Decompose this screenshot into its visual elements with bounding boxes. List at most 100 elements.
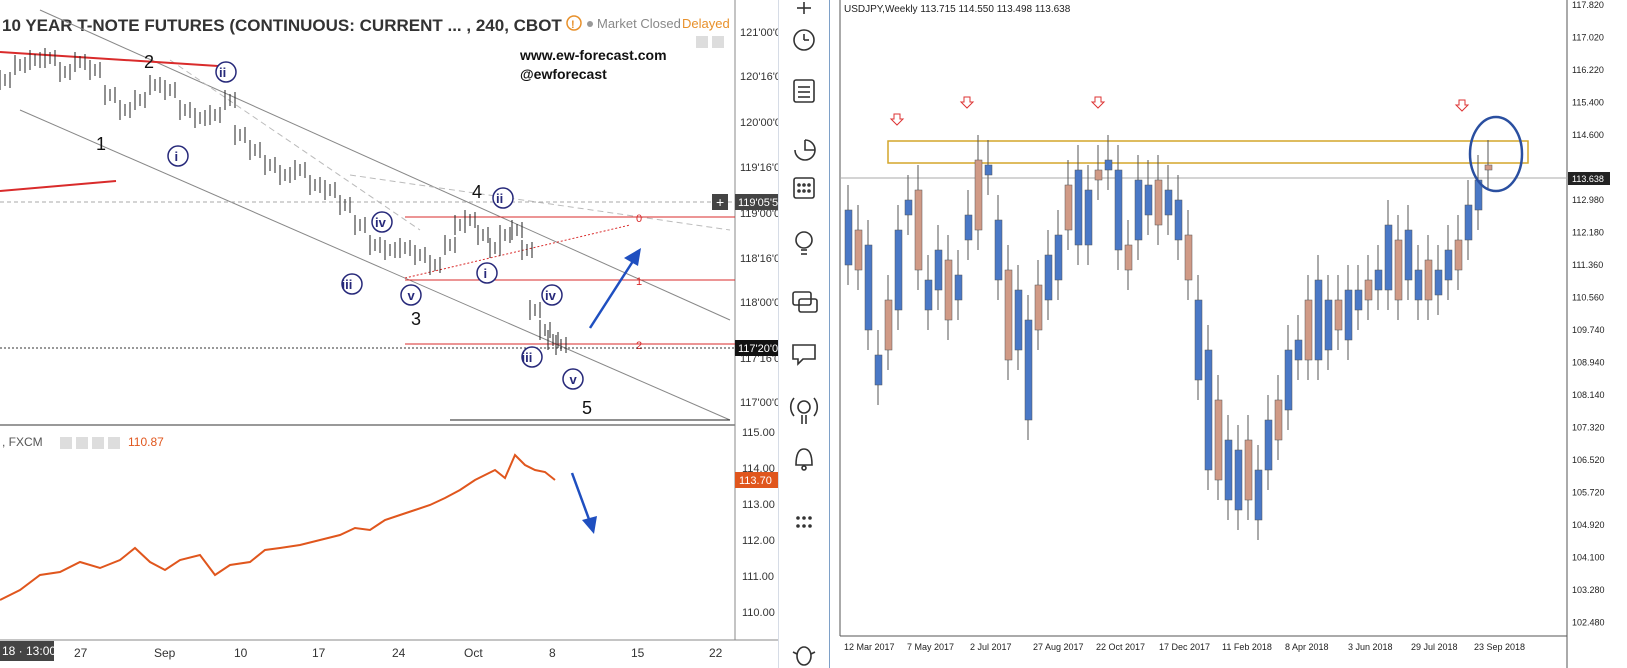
wave-circle-label-iv_b: iv	[545, 288, 557, 303]
left-time-axis: 27 Sep 10 17 24 Oct 8 15 22	[74, 646, 723, 660]
down-marker-0	[889, 113, 905, 126]
right-price-tick-16: 104.920	[1572, 520, 1605, 530]
right-price-tick-15: 105.720	[1572, 488, 1605, 498]
candle-61	[1454, 239, 1463, 271]
candle-11	[954, 274, 963, 301]
candle-26	[1104, 159, 1113, 171]
right-price-tick-13: 107.320	[1572, 423, 1605, 433]
right-current-tag: 113.638	[1568, 172, 1610, 185]
ideas-icon[interactable]	[795, 231, 813, 255]
lower-current-tag: 113.70	[735, 472, 778, 488]
candle-38	[1224, 439, 1233, 501]
down-marker-3	[1454, 99, 1470, 112]
candle-59	[1434, 269, 1443, 296]
left-chart-title: 10 YEAR T-NOTE FUTURES (CONTINUOUS: CURR…	[2, 16, 562, 35]
right-price-tick-12: 108.140	[1572, 390, 1605, 400]
candle-28	[1124, 244, 1133, 271]
alarm-clock-icon[interactable]	[793, 29, 815, 51]
wave-5-label: 5	[582, 398, 592, 418]
time-axis-first: 18 · 13:00	[2, 644, 56, 658]
candle-25	[1094, 169, 1103, 181]
right-time-tick-8: 3 Jun 2018	[1348, 642, 1393, 652]
candle-24	[1084, 189, 1093, 246]
candle-3	[874, 354, 883, 386]
candle-9	[934, 249, 943, 291]
red-trendlines	[0, 51, 219, 192]
lower-chart-buttons[interactable]	[60, 437, 120, 449]
time-tick-7: 15	[631, 646, 645, 660]
candle-37	[1214, 399, 1223, 481]
lower-tick-4: 111.00	[742, 571, 774, 583]
svg-text:119'05'5: 119'05'5	[738, 197, 778, 209]
bell-icon[interactable]	[795, 448, 813, 471]
candle-50	[1344, 289, 1353, 341]
svg-text:113.70: 113.70	[739, 475, 772, 487]
watermark-handle: @ewforecast	[520, 66, 607, 82]
time-tick-3: 17	[312, 646, 326, 660]
price-bars	[0, 48, 567, 355]
price-tick-10: 117'00'0	[740, 397, 778, 409]
wave-circle-v_a	[400, 284, 422, 306]
wave-circle-label-v_b: v	[570, 372, 578, 387]
right-price-tick-1: 117.020	[1572, 33, 1604, 43]
right-time-tick-0: 12 Mar 2017	[844, 642, 895, 652]
drawing-toolbar	[778, 0, 831, 668]
right-price-tick-2: 116.220	[1572, 65, 1604, 75]
price-tick-3: 119'16'0	[740, 162, 778, 174]
left-chart-svg[interactable]: 10 YEAR T-NOTE FUTURES (CONTINUOUS: CURR…	[0, 0, 778, 668]
right-time-tick-4: 22 Oct 2017	[1096, 642, 1145, 652]
market-closed-label: Market Closed	[597, 16, 681, 31]
candle-40	[1244, 439, 1253, 501]
candle-0	[844, 209, 853, 266]
candle-30	[1144, 184, 1153, 216]
maximize-button[interactable]	[712, 36, 724, 48]
right-chart-header: USDJPY,Weekly 113.715 114.550 113.498 11…	[844, 4, 1071, 15]
time-tick-5: Oct	[464, 646, 483, 660]
wave-circle-iii_b	[521, 346, 543, 368]
candle-27	[1114, 169, 1123, 251]
info-icon[interactable]	[566, 15, 582, 31]
candle-43	[1274, 399, 1283, 441]
fib-level-1: 1	[636, 276, 642, 288]
left-chart-pane[interactable]: 10 YEAR T-NOTE FUTURES (CONTINUOUS: CURR…	[0, 0, 778, 668]
candle-32	[1164, 189, 1173, 216]
wave-circle-label-iv_a: iv	[375, 215, 387, 230]
chart-mini-buttons[interactable]	[696, 36, 724, 48]
crosshair-icon[interactable]	[797, 2, 811, 14]
chat-icon[interactable]	[792, 291, 818, 313]
right-chart-pane[interactable]: USDJPY,Weekly 113.715 114.550 113.498 11…	[830, 0, 1627, 668]
candle-5	[894, 229, 903, 311]
candle-8	[924, 279, 933, 311]
usdjpy-line	[0, 453, 556, 601]
top-markers	[889, 96, 1470, 126]
fib-levels: 0 1 2	[405, 213, 735, 352]
right-chart-svg[interactable]: USDJPY,Weekly 113.715 114.550 113.498 11…	[830, 0, 1627, 668]
dots-icon[interactable]	[796, 516, 812, 528]
candle-51	[1354, 289, 1363, 311]
red-projection-line	[404, 224, 631, 279]
bug-icon[interactable]	[792, 646, 816, 666]
wave-circle-label-ii_b: ii	[496, 191, 503, 206]
right-price-tick-7: 112.180	[1572, 228, 1604, 238]
notes-icon[interactable]	[793, 79, 815, 103]
calendar-icon[interactable]	[793, 177, 815, 199]
candle-47	[1314, 279, 1323, 361]
candle-49	[1334, 299, 1343, 331]
wave-circle-iv_b	[541, 284, 563, 306]
candle-60	[1444, 249, 1453, 281]
wave-circle-v_b	[562, 368, 584, 390]
candle-13	[974, 159, 983, 231]
broadcast-icon[interactable]	[789, 397, 819, 424]
price-tick-5: 119'00'0	[740, 208, 778, 220]
price-tick-6: 118'16'0	[740, 253, 778, 265]
candle-18	[1024, 319, 1033, 421]
message-icon[interactable]	[792, 344, 816, 366]
candle-39	[1234, 449, 1243, 511]
minimize-button[interactable]	[696, 36, 708, 48]
wave-2-label: 2	[144, 52, 154, 72]
right-time-tick-5: 17 Dec 2017	[1159, 642, 1210, 652]
time-tick-1: Sep	[154, 646, 176, 660]
chart-icon[interactable]	[794, 139, 816, 161]
down-marker-1	[959, 96, 975, 109]
candle-4	[884, 299, 893, 351]
